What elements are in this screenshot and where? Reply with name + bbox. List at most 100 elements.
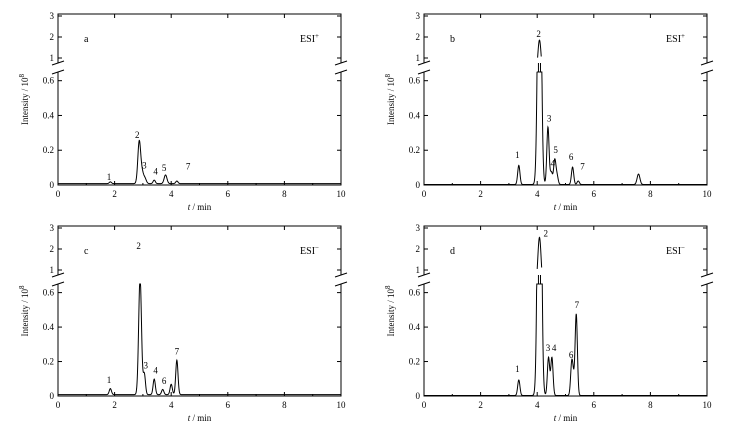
axis-break-gap-left — [52, 276, 64, 283]
peak-label: 2 — [135, 130, 140, 140]
axis-break-gap-right — [701, 276, 713, 283]
peak-label: 3 — [547, 114, 552, 124]
axis-break-mark-left — [51, 69, 65, 75]
x-tick-label: 10 — [337, 189, 347, 199]
peak-label: 1 — [107, 375, 112, 385]
y-tick-label: 3 — [50, 223, 55, 233]
peak-label: 4 — [153, 167, 158, 177]
chromatogram-trace-upper — [536, 236, 543, 269]
x-axis-label-unit: / min — [190, 413, 212, 423]
axis-break-mark-right — [334, 281, 348, 287]
y-axis-label-text: Intensity / 10 — [386, 289, 396, 337]
x-tick-label: 0 — [422, 400, 427, 410]
ion-mode-text: ESI — [666, 246, 681, 257]
peak-label: 6 — [569, 350, 574, 360]
peak-label: 4 — [552, 343, 557, 353]
x-tick-label: 4 — [169, 189, 174, 199]
x-axis-label-unit: / min — [190, 202, 212, 212]
axis-break-gap-right — [335, 276, 347, 283]
peak-label: 1 — [515, 364, 520, 374]
y-axis-label: Intensity / 108 — [18, 285, 30, 337]
peak-label: 5 — [162, 163, 167, 173]
y-tick-label: 2 — [50, 32, 55, 42]
y-tick-label: 2 — [416, 32, 421, 42]
plot-frame-upper — [57, 13, 342, 63]
y-tick-label: 0.6 — [43, 288, 55, 298]
axis-break-mark-right — [700, 69, 714, 75]
axis-break-mark-right — [334, 69, 348, 75]
axis-break-mark-right — [700, 281, 714, 287]
y-axis-label: Intensity / 108 — [384, 285, 396, 337]
axis-break-mark-right — [700, 272, 714, 278]
axis-break-gap-left — [418, 276, 430, 283]
x-axis-label: t / min — [554, 202, 578, 212]
plot-frame-lower — [57, 284, 342, 397]
x-tick-label: 6 — [592, 400, 597, 410]
x-tick-label: 6 — [226, 400, 231, 410]
x-tick-label: 0 — [56, 189, 61, 199]
axis-break-mark-left — [417, 272, 431, 278]
plot-frame-lower — [423, 72, 708, 186]
x-tick-label: 2 — [478, 400, 483, 410]
y-tick-label: 0.6 — [43, 76, 55, 86]
y-tick-label: 0.6 — [409, 76, 421, 86]
x-tick-label: 8 — [648, 189, 653, 199]
peak-label: 1 — [515, 150, 520, 160]
chromatogram-trace — [58, 283, 341, 396]
peak-label: 5 — [553, 145, 558, 155]
axis-break-mark-left — [51, 272, 65, 278]
panel-letter: d — [450, 246, 455, 257]
peak-label: 3 — [143, 360, 148, 370]
y-tick-label: 0.2 — [409, 145, 420, 155]
x-tick-label: 2 — [112, 189, 117, 199]
ion-mode-label: ESI− — [300, 244, 319, 257]
plot-frame-upper — [423, 225, 708, 275]
y-tick-label: 1 — [50, 265, 55, 275]
peak-label: 6 — [162, 376, 167, 386]
x-axis-label-variable: t — [188, 413, 191, 423]
plot-frame-upper — [57, 225, 342, 275]
y-axis-label-exponent: 8 — [384, 285, 392, 289]
peak-label: 3 — [546, 343, 551, 353]
axis-break-mark-right — [334, 60, 348, 66]
y-tick-label: 3 — [50, 11, 55, 21]
x-axis-label-unit: / min — [556, 413, 578, 423]
peak-label: 7 — [186, 161, 191, 171]
ion-mode-sign: − — [315, 244, 319, 252]
ion-mode-sign: + — [681, 32, 685, 40]
y-tick-label: 1 — [416, 53, 421, 63]
axis-break-mark-left — [417, 69, 431, 75]
x-axis-label-variable: t — [554, 413, 557, 423]
y-tick-label: 2 — [416, 244, 421, 254]
panel-letter: b — [450, 34, 455, 45]
y-tick-label: 3 — [416, 223, 421, 233]
axis-break-gap-left — [52, 64, 64, 71]
axis-break-gap-left — [418, 64, 430, 71]
chromatogram-trace — [58, 139, 341, 185]
y-tick-label: 0.6 — [409, 288, 421, 298]
x-axis-label-unit: / min — [556, 202, 578, 212]
axis-break-mark-right — [334, 272, 348, 278]
x-tick-label: 4 — [535, 400, 540, 410]
chromatogram-trace — [424, 283, 707, 396]
y-tick-label: 0.2 — [409, 357, 420, 367]
x-axis-label-variable: t — [188, 202, 191, 212]
y-tick-label: 1 — [50, 53, 55, 63]
y-tick-label: 3 — [416, 11, 421, 21]
y-axis-label-exponent: 8 — [18, 74, 26, 78]
ion-mode-text: ESI — [300, 34, 315, 45]
y-axis-label: Intensity / 108 — [384, 74, 396, 126]
axis-break-mark-right — [700, 60, 714, 66]
x-tick-label: 8 — [282, 400, 287, 410]
plot-frame-lower — [57, 72, 342, 186]
y-tick-label: 0 — [416, 180, 421, 190]
x-tick-label: 4 — [169, 400, 174, 410]
ion-mode-sign: + — [315, 32, 319, 40]
x-tick-label: 2 — [478, 189, 483, 199]
y-tick-label: 0 — [416, 391, 421, 401]
axis-break-mark-left — [417, 60, 431, 66]
peak-label: 3 — [142, 160, 147, 170]
x-tick-label: 8 — [282, 189, 287, 199]
